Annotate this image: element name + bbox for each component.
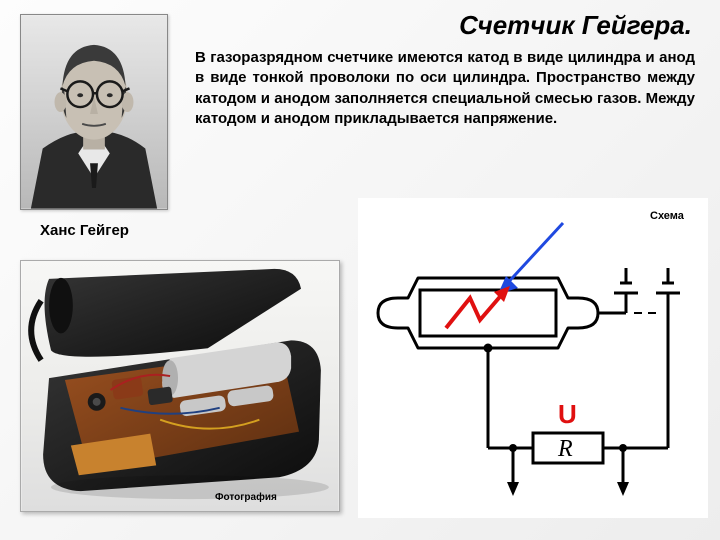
page-title: Счетчик Гейгера. — [459, 10, 692, 41]
portrait-caption: Ханс Гейгер — [40, 222, 129, 239]
label-u: U — [558, 399, 577, 429]
schema-caption: Схема — [650, 210, 684, 222]
description-text: В газоразрядном счетчике имеются катод в… — [195, 48, 695, 129]
label-r: R — [557, 436, 573, 462]
portrait-image — [20, 14, 168, 210]
photograph-caption: Фотография — [215, 492, 277, 503]
circuit-schema: U R — [358, 198, 708, 518]
device-photograph — [20, 260, 340, 512]
